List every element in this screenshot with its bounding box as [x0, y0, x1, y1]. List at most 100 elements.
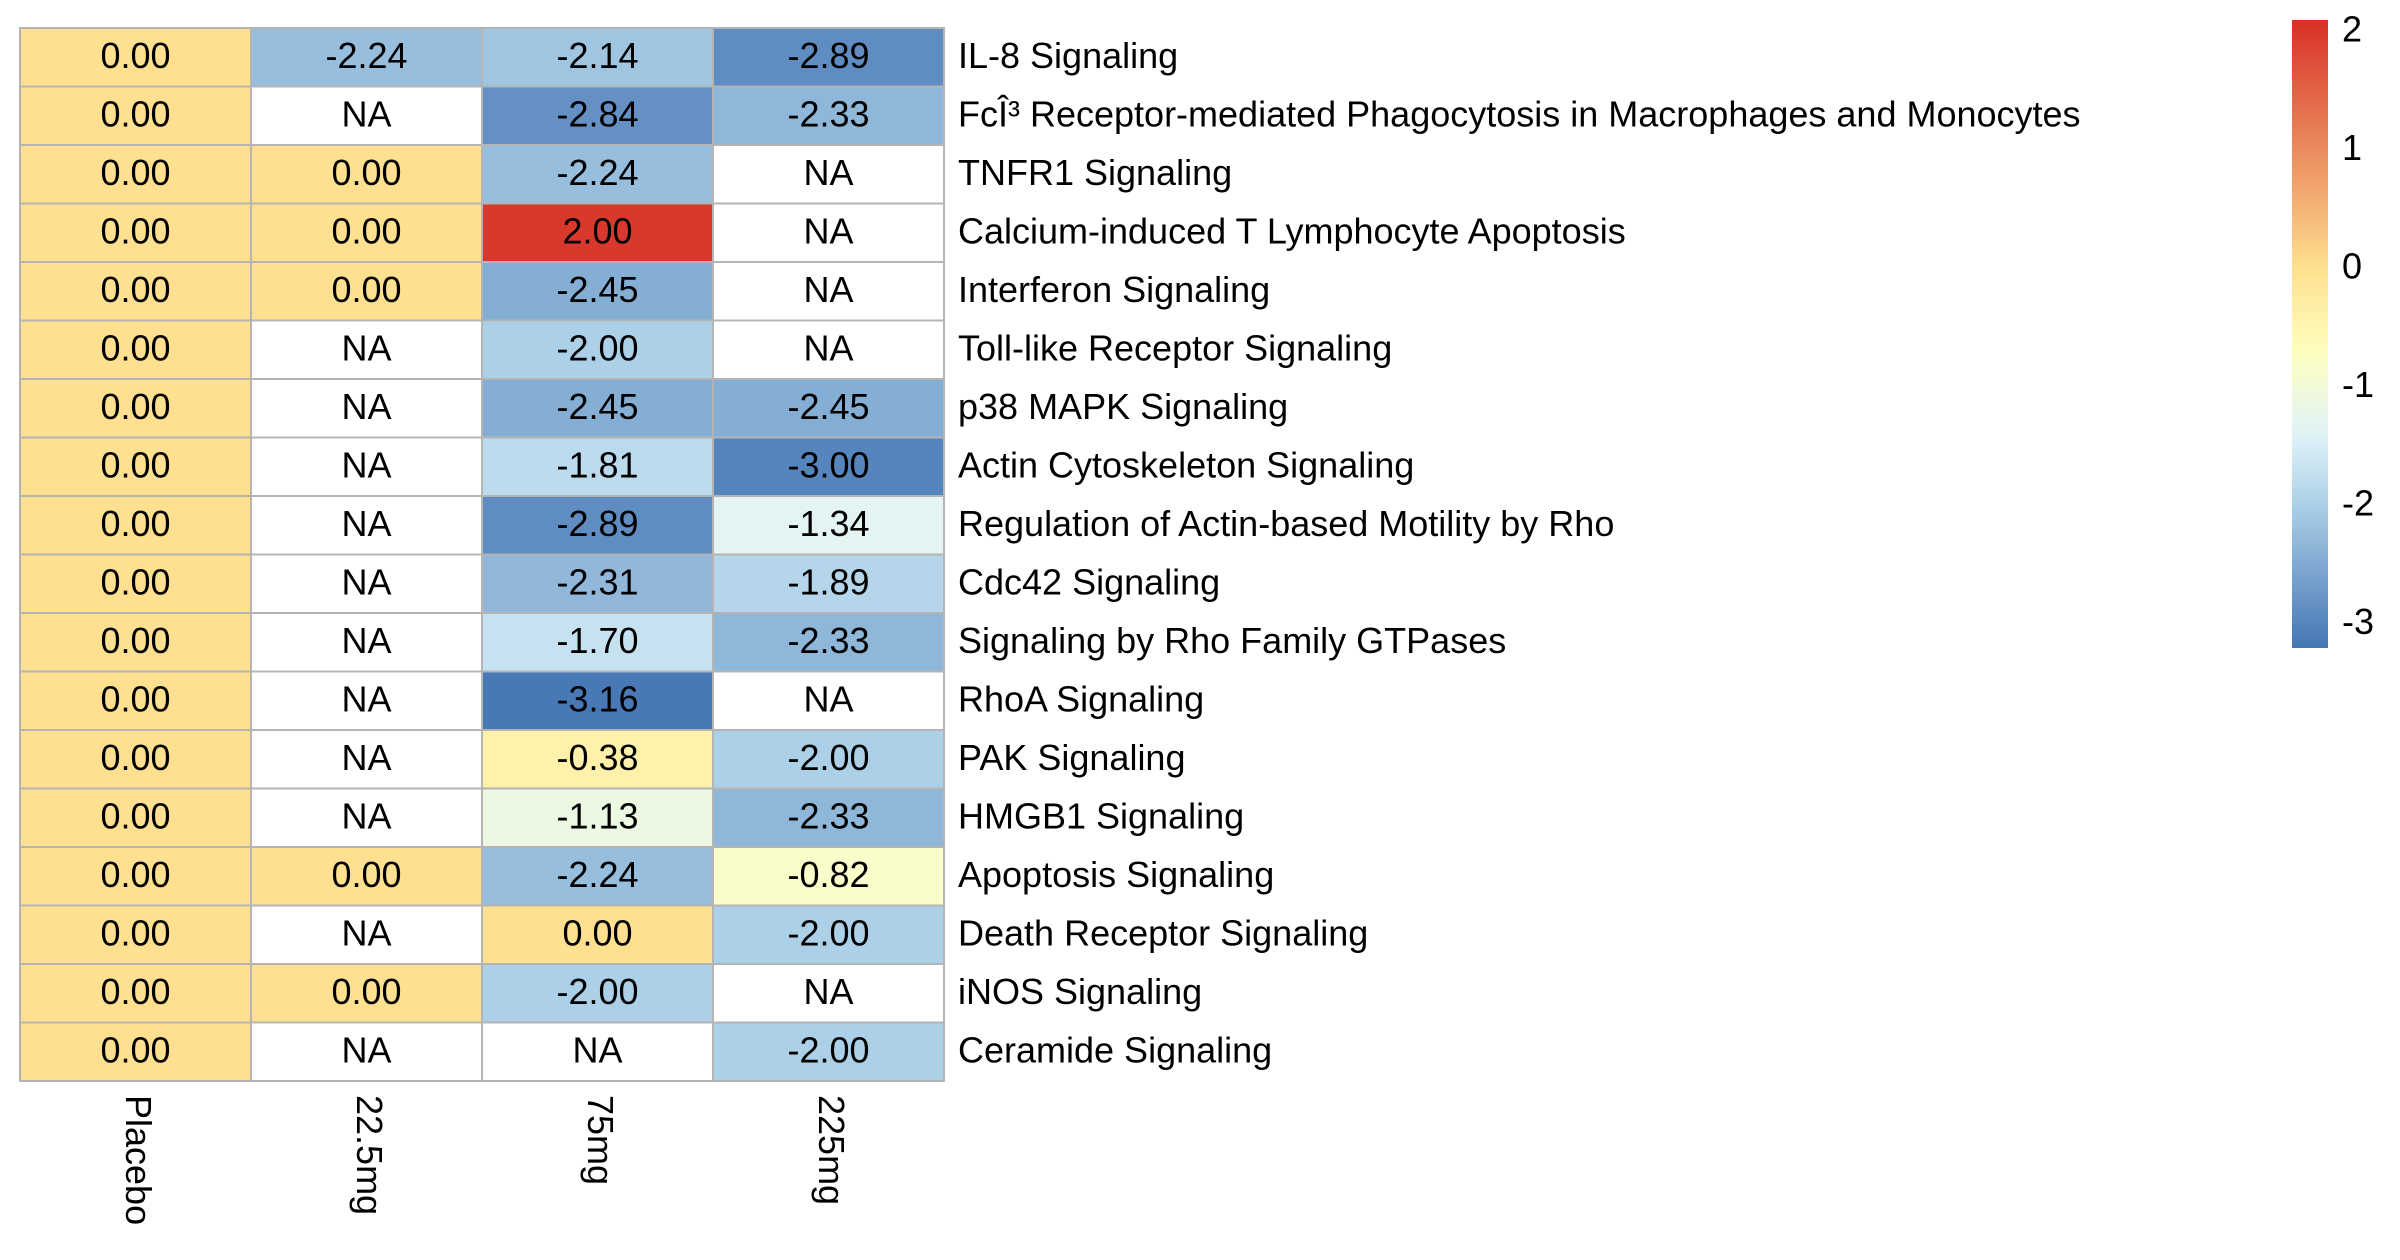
cell-value-label: 0.00: [100, 1029, 170, 1070]
colorbar-tick-label: 1: [2342, 127, 2362, 168]
row-labels: IL-8 Signaling FcÎ³ Receptor-mediated Pha…: [958, 35, 2081, 1071]
cell-value-label: NA: [341, 386, 391, 427]
heatmap-cell: [712, 27, 945, 88]
heatmap-cell: [712, 495, 945, 556]
heatmap-cell: [19, 553, 252, 614]
cell-value-label: -2.31: [556, 561, 638, 602]
cell-value-label: -3.16: [556, 678, 638, 719]
cell-value-label: NA: [803, 678, 853, 719]
cell-value-label: 0.00: [100, 678, 170, 719]
heatmap-cell: [19, 436, 252, 497]
colorbar-gradient: [2292, 20, 2328, 648]
heatmap-cell: [250, 144, 483, 205]
cell-value-label: -2.00: [787, 737, 869, 778]
cell-value-label: -1.34: [787, 503, 869, 544]
heatmap-cell: [481, 261, 714, 322]
heatmap-cell: [712, 378, 945, 439]
row-label: RhoA Signaling: [958, 678, 1204, 719]
cell-value-label: 0.00: [100, 444, 170, 485]
heatmap-cell: [481, 436, 714, 497]
cell-value-label: NA: [803, 269, 853, 310]
heatmap-cell: [712, 729, 945, 790]
cell-value-label: -2.89: [787, 35, 869, 76]
cell-value-label: -3.00: [787, 444, 869, 485]
cell-value-label: NA: [341, 737, 391, 778]
cell-value-label: NA: [572, 1029, 622, 1070]
heatmap-cell: [19, 787, 252, 848]
cell-value-label: -2.45: [787, 386, 869, 427]
cell-value-label: -2.00: [787, 1029, 869, 1070]
heatmap-cell: [250, 612, 483, 673]
colorbar-tick-label: 2: [2342, 8, 2362, 49]
cell-value-label: -1.89: [787, 561, 869, 602]
cell-value-label: -2.24: [556, 152, 638, 193]
row-label: Ceramide Signaling: [958, 1029, 1272, 1070]
heatmap-cell: [712, 904, 945, 965]
cell-value-label: -2.24: [556, 854, 638, 895]
cell-value-label: NA: [341, 444, 391, 485]
heatmap-cell: [19, 261, 252, 322]
heatmap-cell: [19, 319, 252, 380]
cell-value-label: 0.00: [100, 854, 170, 895]
cell-value-label: -2.33: [787, 795, 869, 836]
cell-value-label: -1.81: [556, 444, 638, 485]
heatmap-cell: [712, 85, 945, 146]
row-label: Apoptosis Signaling: [958, 854, 1274, 895]
cell-value-label: NA: [803, 971, 853, 1012]
cell-value-label: 0.00: [100, 795, 170, 836]
heatmap-cell: [712, 787, 945, 848]
row-label: TNFR1 Signaling: [958, 152, 1232, 193]
row-label: IL-8 Signaling: [958, 35, 1178, 76]
cell-value-label: 0.00: [100, 327, 170, 368]
cell-value-label: 0.00: [100, 152, 170, 193]
heatmap-cell: [712, 670, 945, 731]
cell-value-label: -0.38: [556, 737, 638, 778]
cell-value-label: NA: [341, 327, 391, 368]
cell-value-label: NA: [803, 210, 853, 251]
column-label: 22.5mg: [349, 1095, 390, 1215]
heatmap-cell: [712, 612, 945, 673]
heatmap-cell: [712, 261, 945, 322]
cell-value-label: -2.45: [556, 269, 638, 310]
row-label: Cdc42 Signaling: [958, 561, 1220, 602]
cell-value-label: NA: [341, 912, 391, 953]
heatmap-cell: [481, 846, 714, 907]
heatmap-cell: [481, 378, 714, 439]
heatmap-cell: [481, 787, 714, 848]
row-label: Calcium-induced T Lymphocyte Apoptosis: [958, 210, 1626, 251]
heatmap-cell: [250, 319, 483, 380]
cell-value-label: 0.00: [331, 854, 401, 895]
heatmap-cell: [19, 27, 252, 88]
cell-value-label: -2.45: [556, 386, 638, 427]
cell-value-label: NA: [341, 1029, 391, 1070]
cell-value-label: 0.00: [100, 93, 170, 134]
row-label: Toll-like Receptor Signaling: [958, 327, 1392, 368]
colorbar: 2 1 0 -1 -2 -3: [2292, 8, 2374, 648]
heatmap-cell: [712, 319, 945, 380]
heatmap-cell: [712, 1021, 945, 1082]
column-labels: Placebo 22.5mg 75mg 225mg: [118, 1095, 852, 1225]
cell-value-label: -2.00: [787, 912, 869, 953]
heatmap-cells: 0.00 -2.24 -2.14 -2.89 0.00 NA -2.84 -2.33 0.00 0…: [19, 27, 945, 1082]
heatmap-cell: [19, 670, 252, 731]
column-label: 225mg: [811, 1095, 852, 1205]
heatmap-cell: [712, 963, 945, 1024]
cell-value-label: 0.00: [100, 210, 170, 251]
cell-value-label: -2.24: [325, 35, 407, 76]
cell-value-label: 0.00: [562, 912, 632, 953]
cell-value-label: -2.33: [787, 620, 869, 661]
row-label: Regulation of Actin-based Motility by Rh…: [958, 503, 1614, 544]
cell-value-label: -2.33: [787, 93, 869, 134]
colorbar-tick-label: -2: [2342, 482, 2374, 523]
cell-value-label: -2.14: [556, 35, 638, 76]
row-label: Actin Cytoskeleton Signaling: [958, 444, 1414, 485]
cell-value-label: NA: [803, 327, 853, 368]
row-label: PAK Signaling: [958, 737, 1185, 778]
colorbar-tick-label: -1: [2342, 364, 2374, 405]
cell-value-label: 0.00: [100, 386, 170, 427]
cell-value-label: NA: [341, 678, 391, 719]
cell-value-label: 0.00: [100, 503, 170, 544]
heatmap-cell: [481, 670, 714, 731]
cell-value-label: -2.00: [556, 971, 638, 1012]
